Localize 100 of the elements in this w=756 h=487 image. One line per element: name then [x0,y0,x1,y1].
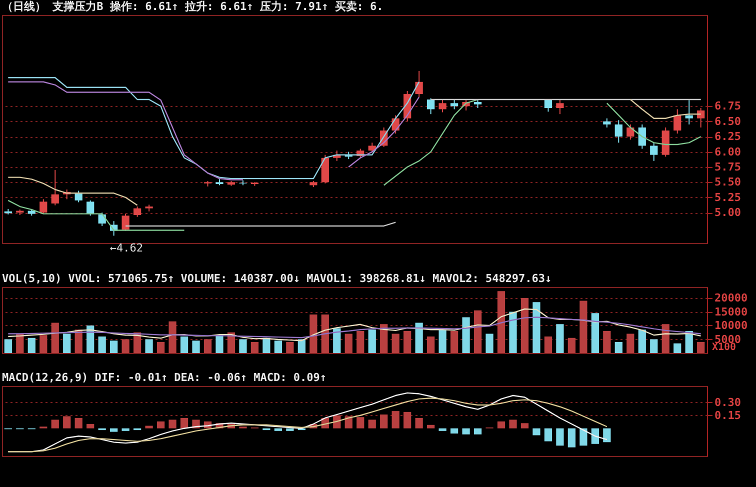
bar [415,418,423,428]
bar [28,338,36,353]
bar [392,411,400,428]
bar [204,339,212,353]
candlestick [86,200,94,216]
y-tick-label: 5.25 [714,190,741,204]
candlestick [556,99,564,115]
candlestick [40,198,48,214]
bar [497,421,506,428]
candlestick [697,108,705,128]
bar [544,428,552,442]
y-tick-label: 5.00 [714,206,741,220]
bar [40,335,48,353]
bar [603,428,611,442]
bar [474,310,482,353]
bar [298,339,306,353]
y-tick-label: 5.50 [714,176,741,189]
bar [450,428,458,434]
bar [356,417,364,428]
bar [310,314,318,353]
bar [462,317,470,353]
bar [404,331,412,353]
candlestick [438,99,446,113]
bar [380,414,388,428]
bar [486,334,494,353]
bar [415,322,423,353]
bar [274,340,282,353]
bar [650,339,658,353]
candlestick [122,213,130,232]
bar [626,334,634,353]
candlestick [51,170,59,206]
bar [110,340,118,353]
bar [580,428,588,446]
bar [51,420,59,428]
bar [344,334,352,353]
bar [544,336,552,353]
chart-title: VOL(5,10) VVOL: 571065.75↑ VOLUME: 140387.00↓ MAVOL1: 398268.81↓ MAVOL2: 548297.63↓ [2,272,552,285]
bar [532,428,540,436]
bar [368,330,376,353]
bar [286,342,294,353]
candlestick [674,108,682,134]
bar [603,331,611,353]
bar [509,312,517,353]
bar [180,336,188,353]
bar [51,322,59,353]
y-tick-label: 6.25 [714,130,741,144]
bar [392,334,400,353]
bar [438,330,446,353]
bar [520,298,529,353]
y-tick-label: 6.50 [714,114,741,128]
bar [556,428,564,446]
bar [568,338,576,353]
y-tick-label: 0.15 [714,408,741,422]
bar [110,428,118,432]
bar [98,336,106,353]
bar [638,330,646,353]
bar [614,342,622,353]
bar [509,420,517,428]
bar [344,416,352,428]
bar [662,324,670,353]
bar [462,428,470,434]
bar [168,420,176,428]
bar [122,339,130,353]
bar [156,421,165,428]
y-tick-label: 6.00 [714,145,741,158]
candlestick [603,118,611,128]
bar [674,343,682,353]
bar [239,339,247,353]
bar [591,313,599,353]
bar [262,338,270,353]
bar [356,331,364,353]
chart-title: MACD(12,26,9) DIF: -0.01↑ DEA: -0.06↑ MACD: 0.09↑ [2,371,327,384]
bar [274,428,282,431]
candlestick [544,99,552,112]
candlestick [133,206,142,218]
y-tick-label: 6.75 [714,100,741,113]
bar [86,424,94,428]
bar [156,342,165,353]
bar [321,314,329,353]
bar [497,291,506,353]
y-tick-label: 15000 [714,305,748,318]
bar [404,412,412,428]
bar [568,428,576,448]
y-tick-label: 10000 [714,319,748,332]
bar [426,424,435,428]
bar [380,324,388,353]
bar [474,428,482,434]
bar [697,342,705,353]
chart-title: （日线） 支撑压力B 操作: 6.61↑ 拉升: 6.61↑ 压力: 7.91↑ 买卖: 6. [2,0,384,13]
bar [145,426,153,428]
bar [122,428,130,431]
candlestick [614,120,622,144]
bar [74,418,82,428]
bar [180,418,188,428]
candlestick [450,99,458,110]
bar [450,331,458,353]
y-tick-label: 0.30 [714,396,741,409]
bar [580,300,588,353]
candlestick [368,142,376,152]
bar [145,339,153,353]
